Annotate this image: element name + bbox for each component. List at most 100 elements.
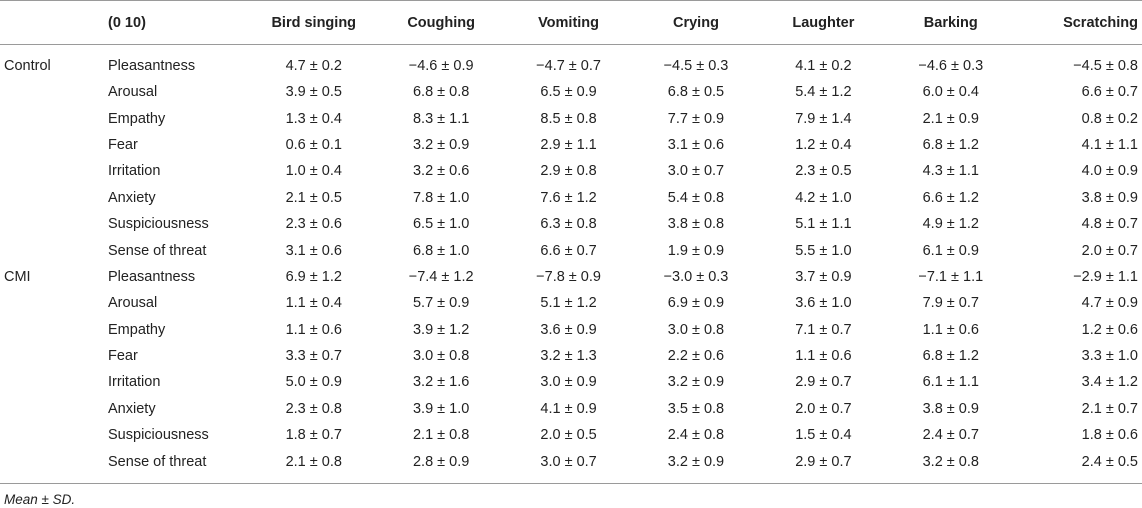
table-row: Irritation 5.0 ± 0.9 3.2 ± 1.6 3.0 ± 0.9 3.2… (0, 369, 1142, 395)
measure-label: Anxiety (108, 189, 156, 206)
value-cell: 2.8 ± 0.9 (412, 453, 470, 470)
value-cell: 3.9 ± 1.0 (412, 400, 470, 417)
table-row: Irritation 1.0 ± 0.4 3.2 ± 0.6 2.9 ± 0.8 3.0… (0, 158, 1142, 184)
table-body: Control Pleasantness 4.7 ± 0.2 −4.6 ± 0.9 −4… (0, 45, 1142, 484)
measure-label: Fear (108, 348, 138, 365)
value-cell: 3.0 ± 0.8 (412, 348, 470, 365)
measure-label: Irritation (108, 163, 161, 180)
value-cell: 6.1 ± 1.1 (922, 374, 979, 391)
table-row: Fear 3.3 ± 0.7 3.0 ± 0.8 3.2 ± 1.3 2.2 ± 0.6… (0, 343, 1142, 369)
value-cell: 1.2 ± 0.4 (795, 136, 852, 153)
table-row: Control Pleasantness 4.7 ± 0.2 −4.6 ± 0.9 −4… (0, 45, 1142, 80)
value-cell: −4.6 ± 0.9 (408, 58, 474, 74)
value-cell: 5.1 ± 1.2 (540, 295, 597, 312)
group-cell-empty (0, 369, 104, 395)
value-cell: 4.1 ± 1.1 (1081, 136, 1138, 153)
group-cell-empty (0, 343, 104, 369)
value-cell: 2.1 ± 0.8 (412, 427, 470, 444)
header-bird-singing: Bird singing (250, 0, 378, 45)
value-cell: 6.0 ± 0.4 (922, 84, 979, 101)
value-cell: 6.9 ± 1.2 (285, 268, 342, 285)
measure-label: Anxiety (108, 400, 156, 417)
value-cell: 3.8 ± 0.9 (1081, 189, 1138, 206)
header-coughing: Coughing (377, 0, 505, 45)
measure-label: Empathy (108, 321, 166, 338)
value-cell: 6.6 ± 0.7 (540, 242, 597, 259)
value-cell: 5.5 ± 1.0 (795, 242, 852, 259)
value-cell: 3.2 ± 0.8 (922, 453, 979, 470)
value-cell: 2.4 ± 0.5 (1081, 453, 1138, 470)
value-cell: −3.0 ± 0.3 (663, 268, 729, 285)
value-cell: 1.1 ± 0.4 (285, 295, 342, 312)
value-cell: 6.8 ± 1.2 (922, 348, 979, 365)
group-cell-empty (0, 317, 104, 343)
value-cell: 3.9 ± 0.5 (285, 84, 342, 101)
value-cell: 0.8 ± 0.2 (1081, 110, 1138, 127)
value-cell: 3.2 ± 1.6 (412, 374, 470, 391)
value-cell: 7.8 ± 1.0 (412, 189, 470, 206)
value-cell: 8.5 ± 0.8 (540, 110, 597, 127)
value-cell: 1.9 ± 0.9 (667, 242, 725, 259)
value-cell: 7.6 ± 1.2 (540, 189, 597, 206)
table-row: Sense of threat 3.1 ± 0.6 6.8 ± 1.0 6.6 ± 0… (0, 237, 1142, 263)
group-cell-empty (0, 185, 104, 211)
value-cell: 4.3 ± 1.1 (922, 163, 979, 180)
value-cell: 3.7 ± 0.9 (795, 268, 852, 285)
value-cell: 3.6 ± 0.9 (540, 321, 597, 338)
value-cell: 3.3 ± 0.7 (285, 348, 342, 365)
value-cell: −7.8 ± 0.9 (536, 268, 601, 285)
value-cell: 4.1 ± 0.2 (795, 58, 852, 74)
value-cell: 3.2 ± 0.9 (412, 136, 470, 153)
value-cell: 3.6 ± 1.0 (795, 295, 852, 312)
value-cell: 6.1 ± 0.9 (922, 242, 979, 259)
value-cell: 3.8 ± 0.9 (922, 400, 979, 417)
header-laughter: Laughter (759, 0, 888, 45)
value-cell: 2.3 ± 0.8 (285, 400, 342, 417)
measure-label: Empathy (108, 110, 166, 127)
table-footnote: Mean ± SD. (0, 482, 1142, 508)
measure-label: Arousal (108, 295, 158, 312)
measure-label: Sense of threat (108, 453, 207, 470)
group-cell-empty (0, 237, 104, 263)
value-cell: 7.9 ± 1.4 (795, 110, 852, 127)
value-cell: 3.0 ± 0.7 (667, 163, 725, 180)
value-cell: 1.1 ± 0.6 (795, 348, 852, 365)
value-cell: −4.6 ± 0.3 (918, 58, 984, 74)
value-cell: 2.1 ± 0.5 (285, 189, 342, 206)
group-cell-empty (0, 132, 104, 158)
value-cell: 6.9 ± 0.9 (667, 295, 725, 312)
value-cell: 2.2 ± 0.6 (667, 348, 725, 365)
value-cell: 3.1 ± 0.6 (667, 136, 725, 153)
value-cell: 3.0 ± 0.9 (540, 374, 597, 391)
header-group (0, 0, 105, 45)
value-cell: 1.5 ± 0.4 (795, 427, 852, 444)
group-cell-empty (0, 211, 104, 237)
value-cell: 6.8 ± 1.0 (412, 242, 470, 259)
table-row: Sense of threat 2.1 ± 0.8 2.8 ± 0.9 3.0 ± 0… (0, 448, 1142, 483)
value-cell: 1.3 ± 0.4 (285, 110, 342, 127)
table-row: Anxiety 2.3 ± 0.8 3.9 ± 1.0 4.1 ± 0.9 3.5 ± … (0, 396, 1142, 422)
header-barking: Barking (887, 0, 1015, 45)
value-cell: 2.4 ± 0.8 (667, 427, 725, 444)
value-cell: 7.1 ± 0.7 (795, 321, 852, 338)
value-cell: 4.2 ± 1.0 (795, 189, 852, 206)
value-cell: −4.5 ± 0.3 (663, 58, 729, 74)
value-cell: 2.1 ± 0.8 (285, 453, 342, 470)
value-cell: 4.9 ± 1.2 (922, 216, 979, 233)
group-cell-empty (0, 448, 104, 483)
value-cell: 3.9 ± 1.2 (412, 321, 470, 338)
value-cell: 1.1 ± 0.6 (922, 321, 979, 338)
value-cell: −7.1 ± 1.1 (918, 268, 984, 285)
value-cell: 4.0 ± 0.9 (1081, 163, 1138, 180)
value-cell: 3.5 ± 0.8 (667, 400, 725, 417)
value-cell: 3.4 ± 1.2 (1081, 374, 1138, 391)
footnote-row: Mean ± SD. (0, 482, 1142, 508)
value-cell: 2.1 ± 0.7 (1081, 400, 1138, 417)
value-cell: 2.9 ± 0.8 (540, 163, 597, 180)
value-cell: 6.8 ± 1.2 (922, 136, 979, 153)
value-cell: 4.1 ± 0.9 (540, 400, 597, 417)
value-cell: 4.8 ± 0.7 (1081, 216, 1138, 233)
value-cell: 6.5 ± 1.0 (412, 216, 470, 233)
table-row: Anxiety 2.1 ± 0.5 7.8 ± 1.0 7.6 ± 1.2 5.4 ± … (0, 185, 1142, 211)
